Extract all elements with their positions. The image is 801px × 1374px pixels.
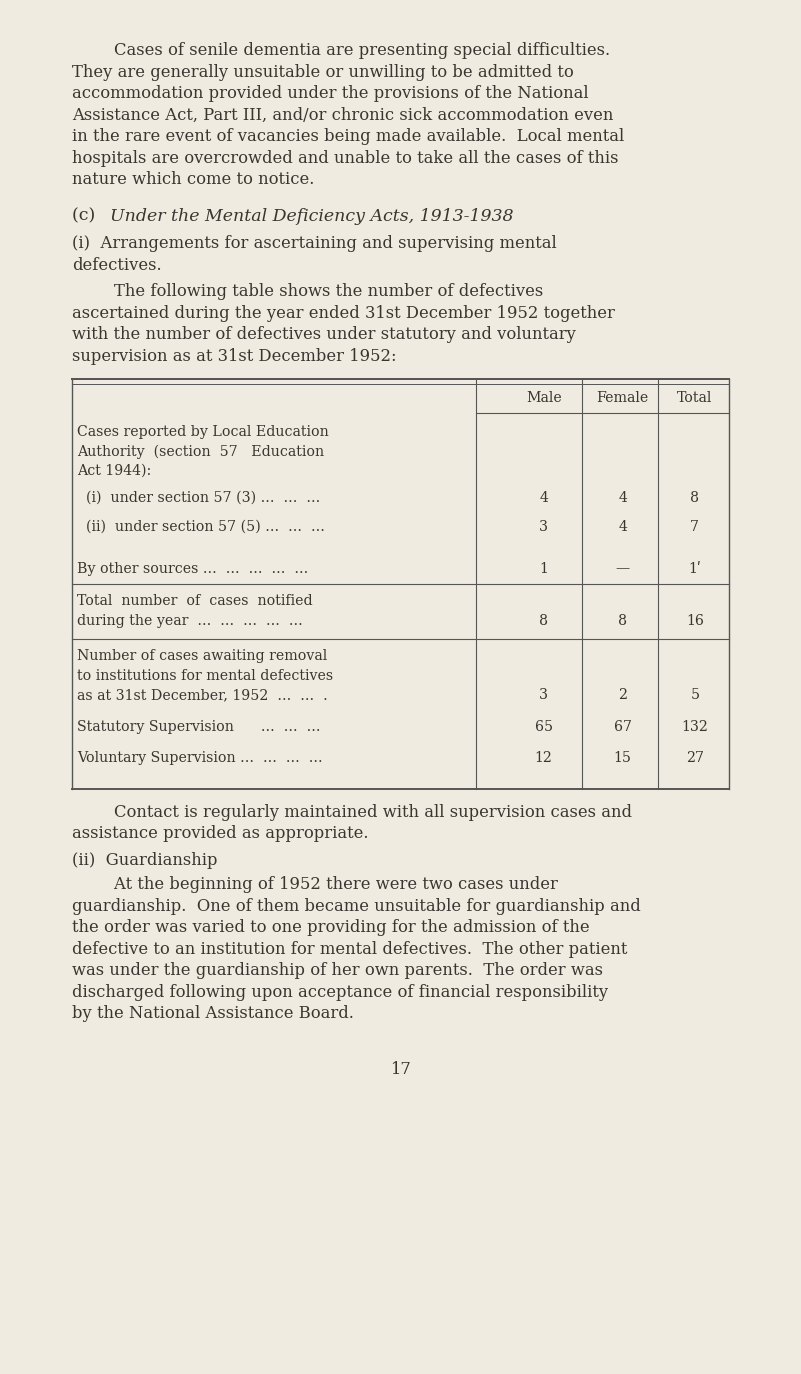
Text: with the number of defectives under statutory and voluntary: with the number of defectives under stat… [72,326,576,344]
Text: nature which come to notice.: nature which come to notice. [72,170,314,188]
Text: They are generally unsuitable or unwilling to be admitted to: They are generally unsuitable or unwilli… [72,63,574,81]
Text: (i)  Arrangements for ascertaining and supervising mental: (i) Arrangements for ascertaining and su… [72,235,557,251]
Text: as at 31st December, 1952  ...  ...  .: as at 31st December, 1952 ... ... . [77,688,328,702]
Text: Authority  (section  57   Education: Authority (section 57 Education [77,445,324,459]
Text: Cases reported by Local Education: Cases reported by Local Education [77,425,328,440]
Text: by the National Assistance Board.: by the National Assistance Board. [72,1004,354,1022]
Text: (c): (c) [72,207,107,224]
Text: 12: 12 [535,752,553,765]
Text: 3: 3 [539,688,548,702]
Text: 65: 65 [534,720,553,734]
Text: 17: 17 [390,1062,411,1079]
Text: 4: 4 [539,491,548,504]
Text: the order was varied to one providing for the admission of the: the order was varied to one providing fo… [72,919,590,936]
Text: 8: 8 [618,614,627,628]
Text: 16: 16 [686,614,704,628]
Text: defective to an institution for mental defectives.  The other patient: defective to an institution for mental d… [72,940,627,958]
Text: Total  number  of  cases  notified: Total number of cases notified [77,594,312,609]
Text: supervision as at 31st December 1952:: supervision as at 31st December 1952: [72,348,396,364]
Text: 4: 4 [618,519,627,534]
Text: during the year  ...  ...  ...  ...  ...: during the year ... ... ... ... ... [77,614,303,628]
Text: Total: Total [677,392,713,405]
Text: Act 1944):: Act 1944): [77,464,151,478]
Text: Contact is regularly maintained with all supervision cases and: Contact is regularly maintained with all… [72,804,632,820]
Text: 5: 5 [690,688,699,702]
Text: (i)  under section 57 (3) ...  ...  ...: (i) under section 57 (3) ... ... ... [77,491,320,504]
Text: (ii)  Guardianship: (ii) Guardianship [72,852,218,868]
Text: Assistance Act, Part III, and/or chronic sick accommodation even: Assistance Act, Part III, and/or chronic… [72,107,614,124]
Text: 8: 8 [690,491,699,504]
Text: Female: Female [597,392,649,405]
Text: 67: 67 [614,720,631,734]
Text: defectives.: defectives. [72,257,162,273]
Text: Cases of senile dementia are presenting special difficulties.: Cases of senile dementia are presenting … [72,43,610,59]
Text: was under the guardianship of her own parents.  The order was: was under the guardianship of her own pa… [72,962,603,980]
Text: 1ʹ: 1ʹ [689,562,701,576]
Text: ascertained during the year ended 31st December 1952 together: ascertained during the year ended 31st D… [72,305,615,322]
Text: Under the Mental Deficiency Acts, 1913-1938: Under the Mental Deficiency Acts, 1913-1… [110,207,513,224]
Text: 27: 27 [686,752,704,765]
Text: Number of cases awaiting removal: Number of cases awaiting removal [77,649,328,664]
Text: discharged following upon acceptance of financial responsibility: discharged following upon acceptance of … [72,984,608,1000]
Text: to institutions for mental defectives: to institutions for mental defectives [77,669,333,683]
Text: assistance provided as appropriate.: assistance provided as appropriate. [72,824,368,842]
Text: 1: 1 [539,562,548,576]
Text: At the beginning of 1952 there were two cases under: At the beginning of 1952 there were two … [72,877,557,893]
Text: By other sources ...  ...  ...  ...  ...: By other sources ... ... ... ... ... [77,562,308,576]
Text: guardianship.  One of them became unsuitable for guardianship and: guardianship. One of them became unsuita… [72,897,641,915]
Text: 8: 8 [539,614,548,628]
Text: 15: 15 [614,752,631,765]
Text: 132: 132 [682,720,708,734]
Text: Voluntary Supervision ...  ...  ...  ...: Voluntary Supervision ... ... ... ... [77,752,323,765]
Text: The following table shows the number of defectives: The following table shows the number of … [72,283,543,300]
Text: —: — [615,562,630,576]
Text: (ii)  under section 57 (5) ...  ...  ...: (ii) under section 57 (5) ... ... ... [77,519,325,534]
Text: Male: Male [525,392,562,405]
Text: 4: 4 [618,491,627,504]
Text: 7: 7 [690,519,699,534]
Text: in the rare event of vacancies being made available.  Local mental: in the rare event of vacancies being mad… [72,128,624,146]
Text: hospitals are overcrowded and unable to take all the cases of this: hospitals are overcrowded and unable to … [72,150,618,166]
Text: Statutory Supervision      ...  ...  ...: Statutory Supervision ... ... ... [77,720,320,734]
Text: 3: 3 [539,519,548,534]
Text: 2: 2 [618,688,627,702]
Text: accommodation provided under the provisions of the National: accommodation provided under the provisi… [72,85,589,102]
